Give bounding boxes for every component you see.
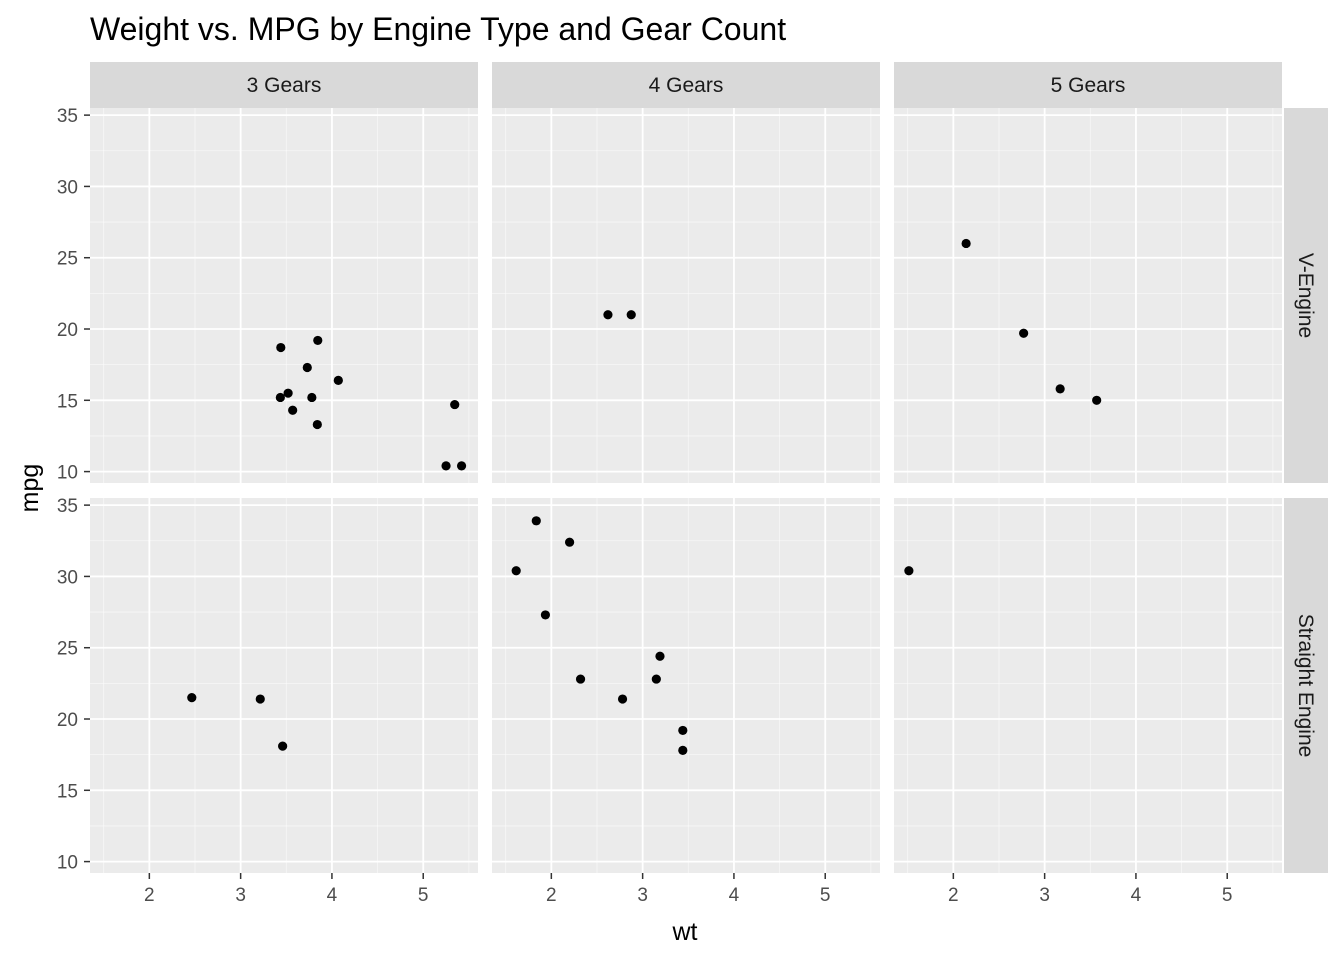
x-tick-label: 3 — [637, 885, 648, 906]
data-point — [276, 342, 286, 353]
panel-background — [894, 498, 1282, 873]
data-point — [678, 725, 688, 736]
x-tick-label: 3 — [235, 885, 246, 906]
facet-panel — [894, 108, 1282, 483]
facet-strip-row — [1284, 498, 1328, 873]
x-axis-title: wt — [672, 918, 698, 946]
data-point — [275, 392, 285, 403]
data-point — [312, 419, 322, 430]
y-tick-label: 25 — [57, 639, 78, 660]
y-tick-label: 10 — [57, 853, 78, 874]
data-point — [626, 310, 636, 320]
data-point — [603, 310, 613, 320]
facet-strip-column — [90, 62, 478, 108]
data-point — [255, 694, 265, 704]
data-point — [961, 238, 971, 249]
panel-background — [492, 108, 880, 483]
data-point — [456, 461, 467, 471]
data-point — [307, 392, 317, 403]
x-tick-label: 5 — [418, 885, 429, 906]
facet-strip-column — [492, 62, 880, 108]
x-tick-label: 4 — [729, 885, 740, 906]
facet-strip-row — [1284, 108, 1328, 483]
facet-strip-column — [894, 62, 1282, 108]
data-point — [302, 362, 312, 373]
data-point — [678, 745, 688, 755]
data-point — [441, 461, 451, 471]
y-tick-label: 30 — [57, 177, 78, 198]
data-point — [450, 399, 460, 410]
y-tick-label: 20 — [57, 710, 78, 731]
facet-panel — [894, 498, 1282, 873]
data-point — [655, 651, 665, 661]
data-point — [1055, 384, 1065, 394]
data-point — [313, 335, 323, 346]
data-point — [1019, 328, 1029, 338]
facet-strip-row-label: V-Engine — [1294, 253, 1317, 338]
data-point — [617, 694, 628, 704]
x-tick-label: 3 — [1039, 885, 1050, 906]
y-tick-label: 10 — [57, 463, 78, 484]
panel-background — [492, 498, 880, 873]
x-tick-label: 4 — [1131, 885, 1142, 906]
data-point — [283, 388, 293, 398]
y-tick-label: 20 — [57, 320, 78, 341]
y-tick-label: 25 — [57, 249, 78, 270]
data-point — [511, 566, 521, 576]
data-point — [565, 537, 575, 547]
y-axis-title: mpg — [16, 464, 44, 513]
x-tick-label: 2 — [948, 885, 959, 906]
data-point — [531, 516, 541, 526]
facet-strip-column-label: 5 Gears — [1051, 74, 1126, 97]
facet-strip-column-label: 3 Gears — [247, 74, 322, 97]
facet-strip-row-label: Straight Engine — [1294, 614, 1317, 758]
x-tick-label: 2 — [144, 885, 155, 906]
data-point — [288, 405, 298, 415]
y-tick-label: 35 — [57, 106, 78, 127]
data-point — [333, 375, 343, 385]
x-tick-label: 5 — [1222, 885, 1233, 906]
y-tick-label: 15 — [57, 781, 78, 802]
data-point — [187, 693, 197, 703]
panel-background — [894, 108, 1282, 483]
facet-panel — [90, 498, 478, 873]
panel-background — [90, 498, 478, 873]
data-point — [904, 566, 914, 576]
x-tick-label: 4 — [327, 885, 338, 906]
facet-panel — [90, 108, 478, 483]
data-point — [651, 674, 661, 684]
data-point — [575, 674, 586, 684]
x-tick-label: 2 — [546, 885, 557, 906]
y-tick-label: 35 — [57, 496, 78, 517]
data-point — [540, 610, 551, 620]
x-tick-label: 5 — [820, 885, 831, 906]
data-point — [1092, 395, 1102, 405]
facet-panels: 3 Gears 4 Gears 5 Gears V-Engine Straight En… — [57, 62, 1328, 906]
chart-title: Weight vs. MPG by Engine Type and Gear C… — [90, 11, 786, 47]
facet-panel — [492, 498, 880, 873]
y-tick-label: 30 — [57, 567, 78, 588]
y-tick-label: 15 — [57, 391, 78, 412]
facet-panel — [492, 108, 880, 483]
facet-strip-column-label: 4 Gears — [649, 74, 724, 97]
data-point — [278, 741, 288, 751]
panel-background — [90, 108, 478, 483]
